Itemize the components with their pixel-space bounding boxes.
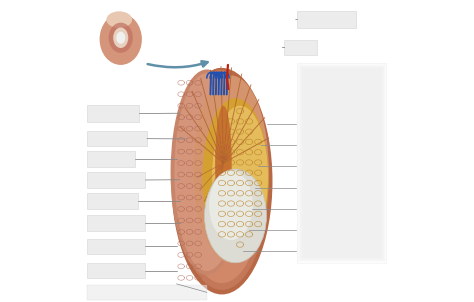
Ellipse shape — [208, 68, 233, 97]
FancyBboxPatch shape — [87, 285, 208, 300]
FancyBboxPatch shape — [298, 64, 385, 262]
Ellipse shape — [193, 76, 269, 263]
FancyBboxPatch shape — [299, 65, 385, 261]
Ellipse shape — [106, 11, 132, 28]
FancyBboxPatch shape — [87, 172, 146, 188]
FancyBboxPatch shape — [303, 69, 381, 257]
FancyBboxPatch shape — [304, 70, 380, 256]
Ellipse shape — [109, 23, 133, 53]
Ellipse shape — [205, 169, 266, 263]
Ellipse shape — [209, 171, 253, 240]
FancyBboxPatch shape — [297, 11, 356, 28]
FancyBboxPatch shape — [87, 215, 146, 231]
FancyBboxPatch shape — [87, 151, 135, 167]
FancyBboxPatch shape — [300, 66, 384, 260]
Ellipse shape — [100, 14, 142, 65]
FancyBboxPatch shape — [302, 68, 382, 258]
FancyBboxPatch shape — [297, 63, 386, 263]
Ellipse shape — [116, 32, 125, 44]
FancyBboxPatch shape — [87, 105, 139, 122]
Ellipse shape — [202, 98, 269, 258]
Ellipse shape — [171, 69, 243, 275]
Ellipse shape — [171, 68, 273, 294]
FancyBboxPatch shape — [87, 193, 138, 209]
FancyBboxPatch shape — [301, 67, 383, 259]
Ellipse shape — [179, 73, 265, 283]
Ellipse shape — [113, 27, 128, 48]
Ellipse shape — [215, 106, 232, 220]
FancyBboxPatch shape — [87, 263, 146, 278]
FancyBboxPatch shape — [87, 131, 147, 146]
Ellipse shape — [174, 73, 239, 271]
Ellipse shape — [210, 70, 231, 95]
FancyBboxPatch shape — [284, 40, 317, 55]
Ellipse shape — [175, 72, 269, 290]
FancyBboxPatch shape — [87, 239, 146, 254]
Ellipse shape — [212, 106, 268, 248]
